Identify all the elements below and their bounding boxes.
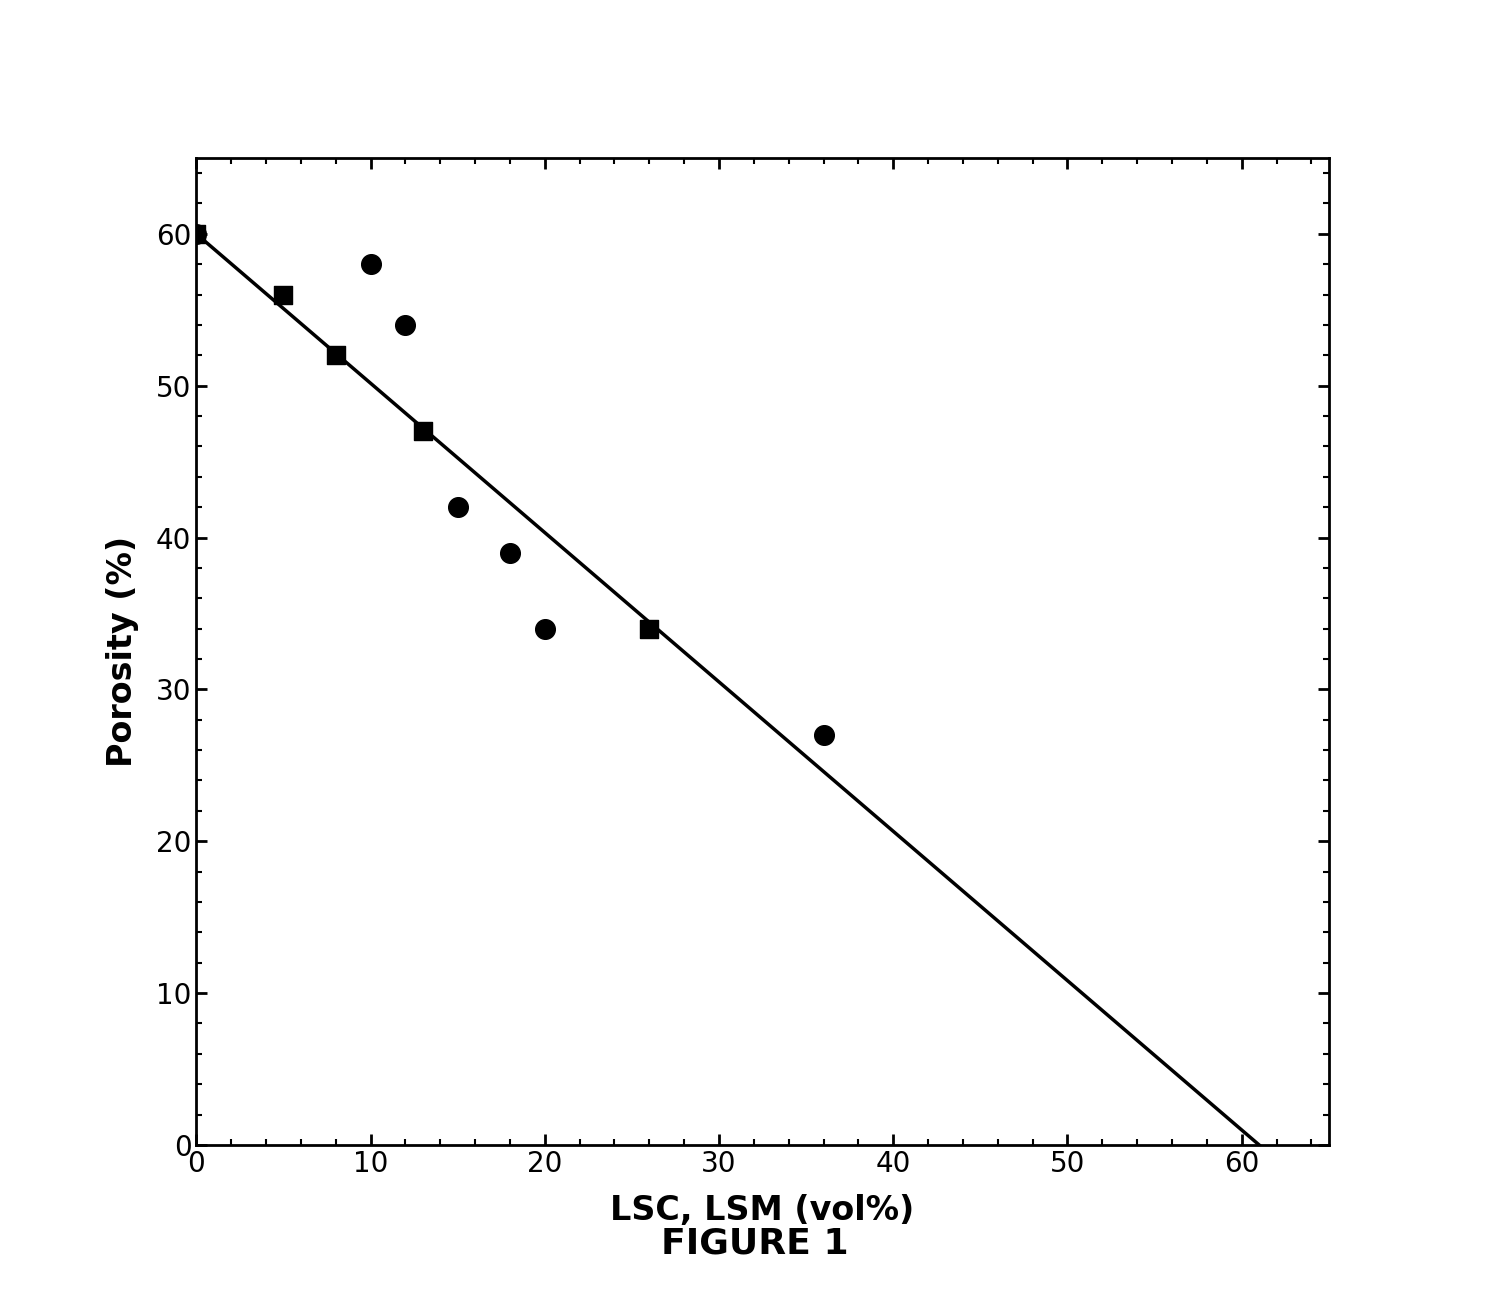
Point	[411, 421, 435, 442]
Point	[811, 724, 835, 745]
Point	[323, 345, 347, 366]
Point	[184, 224, 208, 245]
Text: FIGURE 1: FIGURE 1	[661, 1227, 849, 1261]
Point	[445, 496, 470, 517]
Point	[358, 254, 382, 275]
Point	[533, 619, 557, 640]
X-axis label: LSC, LSM (vol%): LSC, LSM (vol%)	[610, 1195, 915, 1228]
Point	[637, 619, 661, 640]
Point	[272, 284, 296, 305]
Point	[393, 315, 417, 336]
Point	[184, 224, 208, 245]
Y-axis label: Porosity (%): Porosity (%)	[106, 536, 139, 767]
Point	[498, 542, 522, 563]
